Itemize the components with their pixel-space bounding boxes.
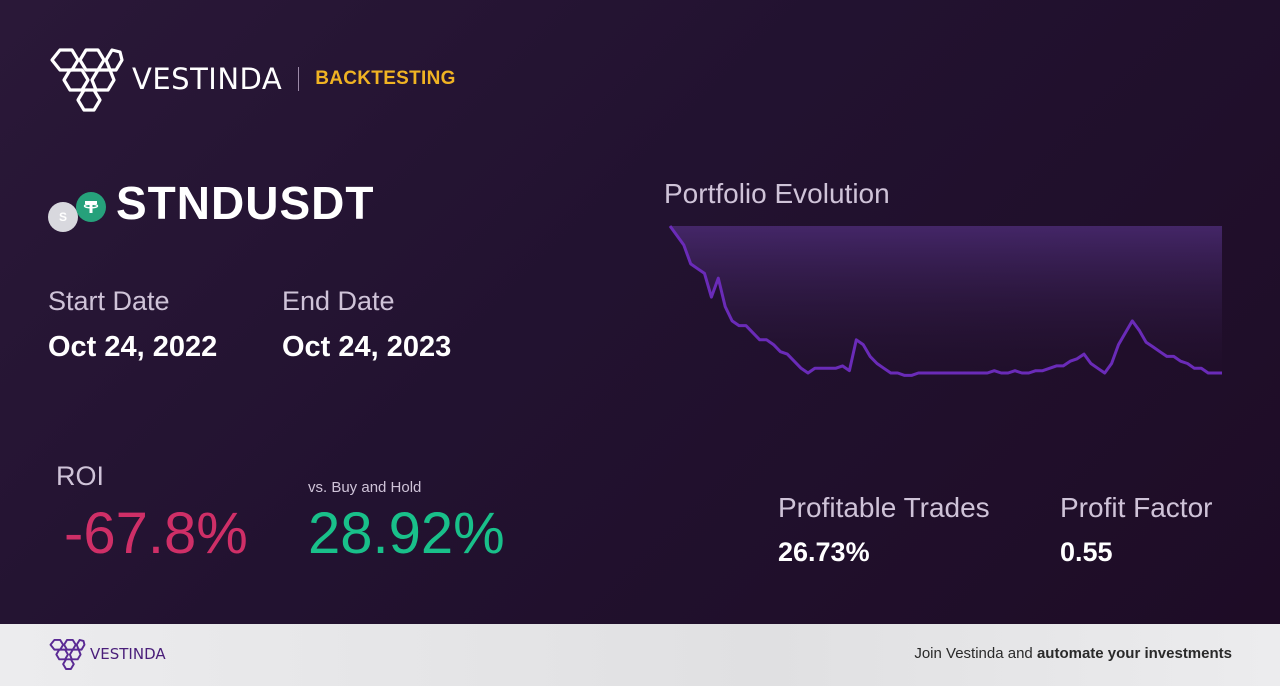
buy-hold-label: vs. Buy and Hold	[308, 479, 422, 496]
footer-brand[interactable]: VESTINDA	[48, 638, 166, 670]
start-date-value: Oct 24, 2022	[48, 331, 218, 363]
tether-icon	[76, 192, 106, 222]
stnd-coin-letter: S	[58, 210, 67, 224]
footer-brand-name: VESTINDA	[90, 645, 166, 663]
footer-cta-bold: automate your investments	[1036, 645, 1232, 662]
vestinda-footer-logo-icon	[49, 638, 86, 670]
pair-icons: S	[48, 192, 108, 232]
brand-tag: BACKTESTING	[315, 68, 456, 89]
brand-name: VESTINDA	[132, 62, 283, 96]
profit-factor-value: 0.55	[1060, 537, 1113, 567]
start-date-label: Start Date	[48, 286, 170, 316]
end-date-label: End Date	[282, 286, 395, 316]
footer-cta[interactable]: Join Vestinda and automate your investme…	[914, 645, 1232, 662]
profitable-trades-label: Profitable Trades	[778, 492, 990, 523]
footer-cta-prefix: Join Vestinda and	[914, 645, 1037, 662]
chart-series-line	[668, 225, 1222, 377]
roi-value: -67.8%	[64, 501, 248, 566]
buy-hold-value: 28.92%	[308, 501, 505, 566]
profitable-trades-value: 26.73%	[778, 537, 870, 567]
chart-title: Portfolio Evolution	[664, 178, 890, 209]
footer-bar: VESTINDA Join Vestinda and automate your…	[0, 624, 1280, 686]
vestinda-logo-icon[interactable]	[48, 46, 124, 112]
chart-area-fill	[670, 226, 1222, 376]
pair-title: STNDUSDT	[116, 177, 375, 229]
backtest-card: VESTINDA BACKTESTING S STNDUSDT Start Da…	[0, 0, 1280, 624]
brand-header: VESTINDA BACKTESTING	[48, 46, 456, 112]
roi-label: ROI	[56, 461, 105, 491]
end-date-value: Oct 24, 2023	[282, 331, 452, 363]
portfolio-chart	[668, 225, 1222, 377]
profit-factor-label: Profit Factor	[1060, 492, 1213, 523]
brand-divider	[298, 67, 300, 91]
stnd-coin-icon: S	[48, 202, 78, 232]
